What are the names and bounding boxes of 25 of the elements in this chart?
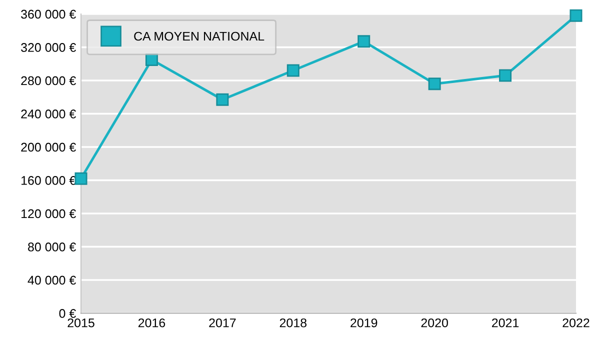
y-tick-label: 120 000 €	[21, 209, 76, 218]
x-tick-label: 2018	[280, 318, 307, 328]
x-tick-label: 2022	[562, 318, 590, 328]
x-tick-label: 2021	[492, 318, 519, 328]
y-tick-label: 0 €	[59, 309, 76, 318]
y-tick-label: 240 000 €	[21, 110, 76, 118]
x-tick-label: 2016	[138, 318, 166, 328]
point	[286, 64, 300, 77]
y-tick-label: 200 000 €	[21, 142, 76, 152]
y-tick-label: 80 000 €	[28, 242, 76, 252]
point	[570, 9, 582, 22]
y-tick-label: 40 000 €	[28, 276, 76, 285]
point	[216, 93, 229, 106]
point	[358, 35, 370, 48]
y-tick-label: 320 000 €	[21, 43, 76, 52]
x-tick-label: 2017	[209, 318, 236, 328]
legend-label: CA MOYEN NATIONAL	[134, 32, 264, 41]
x-tick-label: 2019	[350, 318, 378, 328]
y-tick-label: 280 000 €	[21, 76, 76, 86]
point	[499, 69, 512, 82]
y-tick-label: 360 000 €	[21, 10, 76, 19]
point	[74, 172, 88, 185]
x-tick-label: 2020	[421, 318, 448, 328]
x-tick-label: 2015	[68, 318, 94, 328]
point	[428, 78, 441, 90]
